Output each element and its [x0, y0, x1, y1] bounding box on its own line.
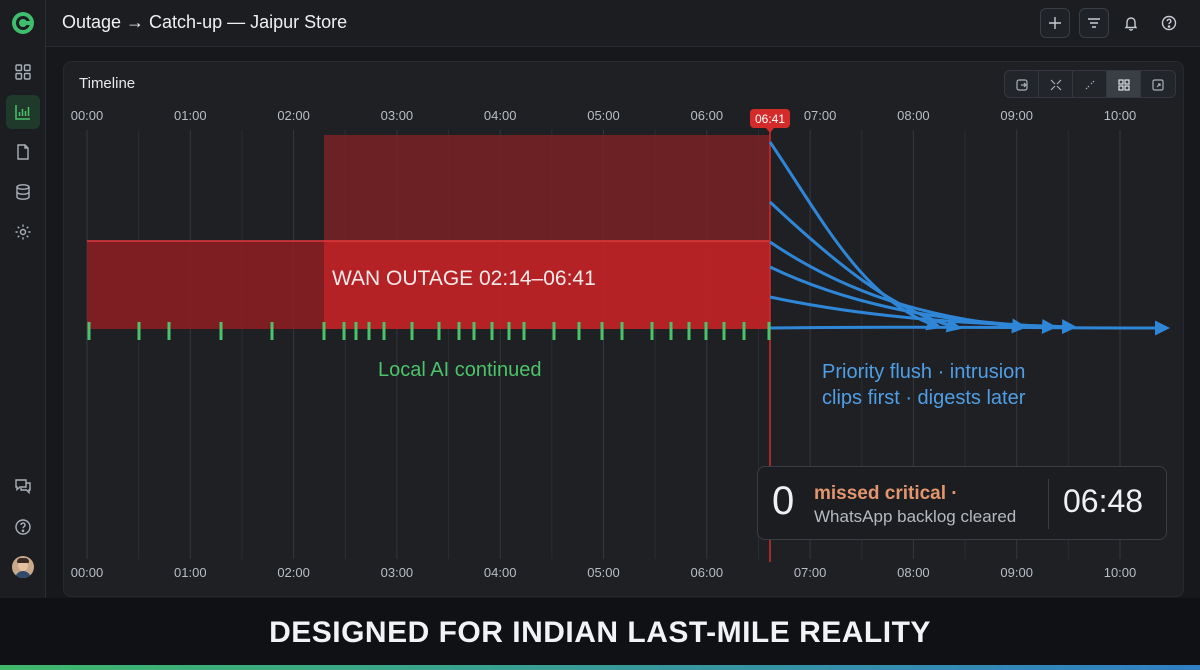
timeline-panel: Timeline — [63, 61, 1184, 597]
outage-block-early — [87, 241, 324, 329]
chat-icon — [15, 479, 31, 495]
add-button[interactable] — [1040, 8, 1070, 38]
filter-icon — [1088, 18, 1100, 28]
accent-stripe — [0, 665, 1200, 670]
sidebar-item-settings[interactable] — [6, 215, 40, 249]
bottom-tick-label: 07:00 — [793, 565, 827, 580]
timeline-chart[interactable] — [64, 62, 1184, 597]
missed-count: 0 — [772, 479, 795, 523]
tagline-text: DESIGNED FOR INDIAN LAST-MILE REALITY — [269, 616, 931, 649]
view-toolbar — [1004, 70, 1176, 98]
sidebar-item-messages[interactable] — [6, 469, 40, 503]
sidebar-item-storage[interactable] — [6, 175, 40, 209]
notifications-button[interactable] — [1119, 11, 1143, 35]
top-bar: Outage → Catch-up — Jaipur Store — [46, 0, 1200, 47]
local-ai-label: Local AI continued — [378, 359, 542, 381]
fullscreen-icon — [1152, 79, 1164, 91]
collapse-tool-button[interactable] — [1073, 71, 1107, 97]
document-icon — [17, 144, 29, 160]
logo-icon[interactable] — [11, 11, 35, 35]
plus-icon — [1049, 17, 1061, 29]
page-title: Outage → Catch-up — Jaipur Store — [62, 12, 348, 32]
chart-icon — [15, 105, 30, 120]
bottom-tick-label: 10:00 — [1103, 565, 1137, 580]
bottom-tick-label: 00:00 — [70, 565, 104, 580]
outage-block[interactable] — [324, 241, 770, 329]
local-ai-events — [87, 322, 771, 340]
top-tick-label: 02:00 — [277, 108, 310, 123]
database-icon — [16, 184, 30, 200]
sidebar-item-dashboard[interactable] — [6, 55, 40, 89]
sidebar-item-documents[interactable] — [6, 135, 40, 169]
top-tick-label: 01:00 — [174, 108, 207, 123]
bottom-tick-label: 02:00 — [277, 565, 310, 580]
help-button[interactable] — [1157, 11, 1181, 35]
sidebar-item-analytics[interactable] — [6, 95, 40, 129]
bottom-tick-label: 05:00 — [587, 565, 620, 580]
backlog-status: WhatsApp backlog cleared — [814, 507, 1017, 526]
bottom-tick-label: 06:00 — [690, 565, 724, 580]
top-tick-label: 06:00 — [690, 108, 724, 123]
bottom-tick-label: 09:00 — [1000, 565, 1033, 580]
now-marker-badge[interactable]: 06:41 — [750, 109, 790, 133]
expand-tool-button[interactable] — [1039, 71, 1073, 97]
help-icon — [1161, 15, 1177, 31]
top-tick-label: 05:00 — [587, 108, 620, 123]
help-icon — [15, 519, 31, 535]
tagline-banner: DESIGNED FOR INDIAN LAST-MILE REALITY — [0, 598, 1200, 670]
grid-view-tool-button[interactable] — [1107, 71, 1141, 97]
top-tick-label: 00:00 — [70, 108, 104, 123]
export-icon — [1015, 79, 1028, 91]
avatar[interactable] — [12, 556, 34, 578]
grid-icon — [15, 64, 31, 80]
priority-flush-label: Priority flush · intrusion clips first ·… — [822, 359, 1025, 411]
fullscreen-tool-button[interactable] — [1141, 71, 1175, 97]
bottom-tick-label: 04:00 — [483, 565, 517, 580]
top-tick-label: 03:00 — [380, 108, 414, 123]
cleared-time: 06:48 — [1063, 483, 1144, 519]
priority-flush-line-1: Priority flush · intrusion — [822, 361, 1026, 383]
bottom-tick-label: 01:00 — [174, 565, 207, 580]
bottom-tick-label: 08:00 — [897, 565, 930, 580]
top-tick-label: 08:00 — [897, 108, 930, 123]
export-tool-button[interactable] — [1005, 71, 1039, 97]
priority-flush-line-2: clips first · digests later — [822, 387, 1026, 409]
outage-backlog-band — [324, 135, 770, 242]
grid-icon — [1117, 79, 1130, 91]
bell-icon — [1124, 17, 1138, 31]
bottom-tick-label: 03:00 — [380, 565, 414, 580]
sidebar-item-help[interactable] — [6, 510, 40, 544]
summary-divider — [1048, 479, 1049, 529]
expand-icon — [1050, 79, 1061, 91]
panel-title: Timeline — [79, 75, 136, 92]
outage-label: WAN OUTAGE 02:14–06:41 — [332, 267, 596, 290]
sidebar — [0, 0, 46, 598]
top-tick-label: 10:00 — [1103, 108, 1137, 123]
filter-button[interactable] — [1079, 8, 1109, 38]
gear-icon — [15, 224, 31, 240]
top-tick-label: 04:00 — [483, 108, 517, 123]
summary-card: 0 missed critical · WhatsApp backlog cle… — [757, 466, 1167, 540]
missed-critical-label: missed critical · — [814, 483, 958, 504]
top-tick-label: 09:00 — [1000, 108, 1033, 123]
collapse-icon — [1085, 80, 1094, 90]
priority-flush-arrows — [768, 141, 1170, 336]
top-tick-label: 07:00 — [803, 108, 837, 123]
